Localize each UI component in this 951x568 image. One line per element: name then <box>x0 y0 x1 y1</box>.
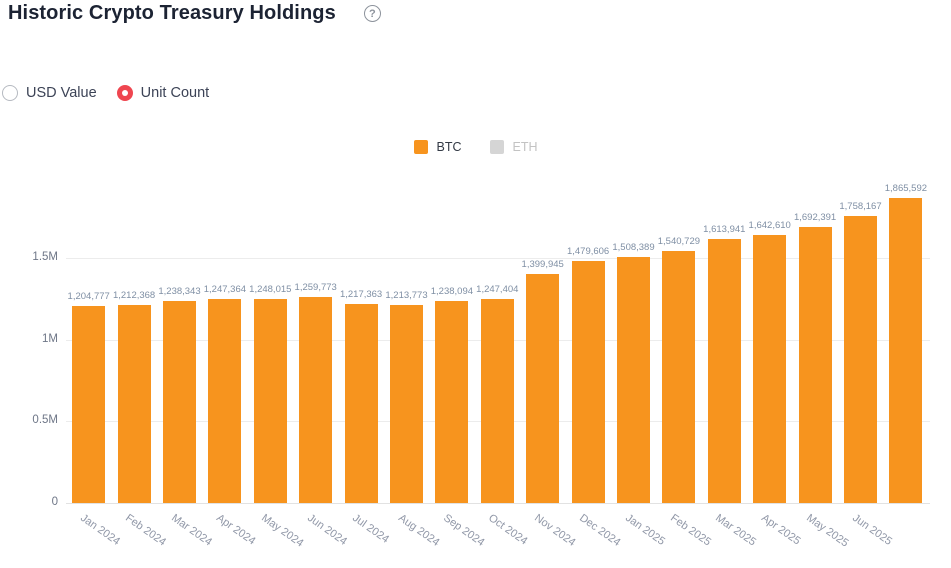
bar[interactable] <box>72 306 106 503</box>
x-axis-label: Jun 2024 <box>304 512 349 548</box>
bar-value-label: 1,540,729 <box>657 236 701 248</box>
x-axis-label: Jun 2025 <box>849 512 894 548</box>
legend-item-btc[interactable]: BTC <box>413 140 462 154</box>
x-axis-label: Mar 2025 <box>713 512 759 549</box>
bar[interactable] <box>344 304 378 503</box>
bar-value-label: 1,247,404 <box>476 284 519 296</box>
x-axis-label: Nov 2024 <box>531 512 578 549</box>
y-tick-label: 0.5M <box>32 414 58 427</box>
bar[interactable] <box>480 299 514 503</box>
page-title: Historic Crypto Treasury Holdings <box>8 2 336 24</box>
bar[interactable] <box>390 304 423 503</box>
bar[interactable] <box>889 198 923 503</box>
chart-legend: BTC ETH <box>0 140 951 154</box>
legend-item-eth[interactable]: ETH <box>489 140 538 154</box>
btc-swatch-icon <box>413 140 428 154</box>
bar[interactable] <box>844 215 877 503</box>
x-axis-label: May 2025 <box>804 512 851 550</box>
x-axis-label: Apr 2025 <box>758 512 803 548</box>
help-icon[interactable]: ? <box>363 5 381 22</box>
x-axis-label: Oct 2024 <box>486 512 530 548</box>
gridline <box>66 503 930 504</box>
x-axis-label: Dec 2024 <box>577 512 623 549</box>
bar[interactable] <box>117 304 151 503</box>
x-axis-label: Feb 2025 <box>668 512 713 549</box>
bar-value-label: 1,479,606 <box>566 246 610 258</box>
x-axis-label: Jan 2024 <box>77 512 122 548</box>
bar-value-label: 1,213,773 <box>385 289 428 301</box>
x-axis-label: Mar 2024 <box>168 512 214 549</box>
radio-usd-value[interactable]: USD Value <box>2 85 97 101</box>
legend-label: BTC <box>436 140 462 154</box>
legend-label: ETH <box>512 140 538 154</box>
bar[interactable] <box>435 300 469 503</box>
bar-value-label: 1,259,773 <box>294 282 337 294</box>
bar[interactable] <box>753 234 787 503</box>
bar[interactable] <box>707 239 741 503</box>
bar[interactable] <box>299 297 333 503</box>
radio-circle-icon <box>2 85 18 101</box>
y-tick-label: 1M <box>42 332 58 345</box>
bar-value-label: 1,642,610 <box>748 219 791 231</box>
x-axis-label: Feb 2024 <box>123 512 169 549</box>
bar-value-label: 1,238,343 <box>158 285 201 297</box>
bar[interactable] <box>571 261 605 503</box>
y-tick-label: 0 <box>51 496 58 508</box>
unit-toggle-group: USD Value Unit Count <box>2 85 209 101</box>
header: Historic Crypto Treasury Holdings ? <box>8 2 381 25</box>
radio-label: USD Value <box>26 85 97 101</box>
bar[interactable] <box>798 226 832 503</box>
x-axis-label: May 2024 <box>259 512 306 550</box>
bar[interactable] <box>253 299 287 503</box>
radio-circle-icon <box>116 85 133 101</box>
eth-swatch-icon <box>489 140 504 154</box>
bar-value-label: 1,247,364 <box>203 284 247 296</box>
x-axis-label: Aug 2024 <box>395 512 442 549</box>
x-axis-label: Apr 2024 <box>214 512 258 548</box>
bar-value-label: 1,238,094 <box>430 285 474 297</box>
bar[interactable] <box>163 300 196 503</box>
x-axis-label: Jul 2024 <box>350 512 392 546</box>
bar-value-label: 1,865,592 <box>884 183 928 195</box>
bar[interactable] <box>617 256 650 503</box>
bar-value-label: 1,212,368 <box>112 289 156 301</box>
bar-value-label: 1,758,167 <box>839 200 882 212</box>
x-axis-label: Sep 2024 <box>441 512 487 549</box>
x-axis-label: Jan 2025 <box>622 512 667 548</box>
bar-value-label: 1,692,391 <box>793 211 837 223</box>
y-tick-label: 1.5M <box>32 251 58 263</box>
radio-label: Unit Count <box>140 85 210 101</box>
bar-value-label: 1,204,777 <box>67 291 110 303</box>
bar-value-label: 1,613,941 <box>703 224 746 236</box>
bar-value-label: 1,248,015 <box>249 284 292 296</box>
bar-value-label: 1,508,389 <box>612 241 655 253</box>
bar-value-label: 1,217,363 <box>339 289 383 301</box>
radio-unit-count[interactable]: Unit Count <box>116 85 210 101</box>
bar[interactable] <box>662 251 696 503</box>
bar[interactable] <box>526 274 560 503</box>
gridline <box>66 258 930 259</box>
bar[interactable] <box>208 299 242 503</box>
bar-value-label: 1,399,945 <box>521 259 564 271</box>
